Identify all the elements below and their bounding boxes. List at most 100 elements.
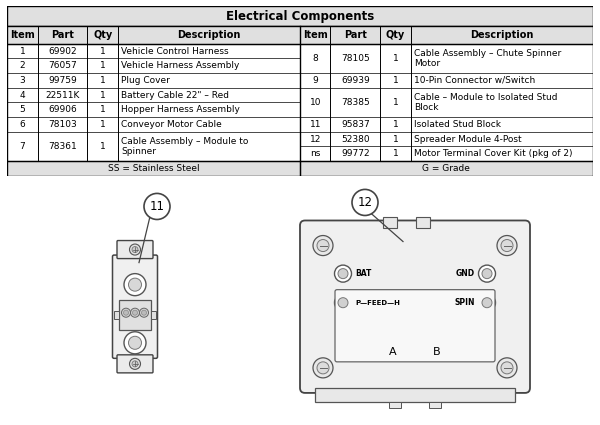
Circle shape bbox=[131, 308, 139, 317]
Text: Qty: Qty bbox=[386, 30, 405, 40]
Circle shape bbox=[352, 190, 378, 215]
Bar bbox=[429, 402, 441, 408]
Text: SPIN: SPIN bbox=[455, 298, 475, 307]
FancyBboxPatch shape bbox=[335, 290, 495, 362]
Bar bbox=[151, 311, 156, 319]
Circle shape bbox=[406, 298, 416, 308]
Circle shape bbox=[128, 336, 142, 349]
Text: Motor Terminal Cover Kit (pkg of 2): Motor Terminal Cover Kit (pkg of 2) bbox=[414, 149, 572, 158]
Text: 95837: 95837 bbox=[341, 120, 370, 129]
Text: Vehicle Control Harness: Vehicle Control Harness bbox=[121, 47, 229, 56]
Text: Spreader Module 4-Post: Spreader Module 4-Post bbox=[414, 135, 522, 144]
Text: Part: Part bbox=[51, 30, 74, 40]
Text: B: B bbox=[433, 347, 441, 357]
Text: 3: 3 bbox=[20, 76, 25, 85]
Text: 22511K: 22511K bbox=[46, 91, 80, 99]
Circle shape bbox=[479, 294, 496, 311]
Circle shape bbox=[317, 362, 329, 374]
Text: 10-Pin Connector w/Switch: 10-Pin Connector w/Switch bbox=[414, 76, 535, 85]
Text: BAT: BAT bbox=[355, 269, 371, 278]
Circle shape bbox=[482, 269, 492, 279]
Text: Hopper Harness Assembly: Hopper Harness Assembly bbox=[121, 105, 240, 114]
Text: 1: 1 bbox=[100, 105, 106, 114]
Text: 1: 1 bbox=[100, 47, 106, 56]
Text: Conveyor Motor Cable: Conveyor Motor Cable bbox=[121, 120, 222, 129]
Circle shape bbox=[338, 269, 348, 279]
Circle shape bbox=[130, 244, 140, 255]
Text: 99759: 99759 bbox=[48, 76, 77, 85]
Circle shape bbox=[479, 265, 496, 282]
Text: 99772: 99772 bbox=[341, 149, 370, 158]
FancyBboxPatch shape bbox=[300, 221, 530, 393]
FancyBboxPatch shape bbox=[117, 241, 153, 258]
Text: 1: 1 bbox=[392, 120, 398, 129]
Text: P—FEED—H: P—FEED—H bbox=[355, 300, 400, 306]
Circle shape bbox=[497, 358, 517, 378]
Text: A: A bbox=[389, 347, 397, 357]
Text: 1: 1 bbox=[20, 47, 25, 56]
Text: Vehicle Harness Assembly: Vehicle Harness Assembly bbox=[121, 61, 240, 70]
Circle shape bbox=[317, 240, 329, 252]
Circle shape bbox=[338, 298, 348, 308]
Circle shape bbox=[132, 361, 138, 367]
Text: Cable Assembly – Module to
Spinner: Cable Assembly – Module to Spinner bbox=[121, 137, 249, 156]
Text: 11: 11 bbox=[310, 120, 321, 129]
Circle shape bbox=[124, 274, 146, 296]
Bar bbox=[7, 26, 593, 44]
Text: GND: GND bbox=[456, 269, 475, 278]
FancyBboxPatch shape bbox=[113, 255, 157, 358]
Circle shape bbox=[313, 235, 333, 255]
FancyBboxPatch shape bbox=[117, 355, 153, 373]
Circle shape bbox=[133, 310, 137, 315]
Bar bbox=[389, 402, 401, 408]
Text: 78105: 78105 bbox=[341, 54, 370, 63]
Text: 7: 7 bbox=[20, 142, 25, 151]
FancyBboxPatch shape bbox=[315, 388, 515, 402]
Circle shape bbox=[124, 332, 146, 354]
Circle shape bbox=[144, 193, 170, 219]
Text: 1: 1 bbox=[100, 76, 106, 85]
Circle shape bbox=[130, 358, 140, 369]
Text: Cable Assembly – Chute Spinner
Motor: Cable Assembly – Chute Spinner Motor bbox=[414, 49, 562, 68]
Text: 12: 12 bbox=[310, 135, 321, 144]
Text: 1: 1 bbox=[100, 120, 106, 129]
Text: ns: ns bbox=[310, 149, 320, 158]
Text: Plug Cover: Plug Cover bbox=[121, 76, 170, 85]
Circle shape bbox=[335, 294, 352, 311]
Text: 69939: 69939 bbox=[341, 76, 370, 85]
Text: G = Grade: G = Grade bbox=[422, 164, 470, 173]
Circle shape bbox=[501, 362, 513, 374]
Text: 6: 6 bbox=[20, 120, 25, 129]
Circle shape bbox=[335, 265, 352, 282]
Text: 1: 1 bbox=[100, 91, 106, 99]
Text: 1: 1 bbox=[100, 142, 106, 151]
Bar bbox=[416, 218, 430, 227]
Text: 1: 1 bbox=[392, 135, 398, 144]
Text: SS = Stainless Steel: SS = Stainless Steel bbox=[108, 164, 199, 173]
Text: Item: Item bbox=[303, 30, 328, 40]
Text: 78103: 78103 bbox=[48, 120, 77, 129]
Bar bbox=[114, 311, 119, 319]
Text: 1: 1 bbox=[392, 76, 398, 85]
Bar bbox=[119, 300, 151, 330]
Text: 69906: 69906 bbox=[48, 105, 77, 114]
Text: 1: 1 bbox=[392, 54, 398, 63]
Bar bbox=[7, 161, 593, 176]
Circle shape bbox=[142, 310, 146, 315]
Bar bbox=[7, 6, 593, 26]
Circle shape bbox=[121, 308, 131, 317]
Circle shape bbox=[124, 310, 128, 315]
Text: 12: 12 bbox=[358, 196, 373, 209]
Circle shape bbox=[497, 235, 517, 255]
Text: 1: 1 bbox=[392, 149, 398, 158]
Text: Item: Item bbox=[10, 30, 35, 40]
Text: 78385: 78385 bbox=[341, 98, 370, 107]
Circle shape bbox=[501, 240, 513, 252]
Text: 1: 1 bbox=[392, 98, 398, 107]
Circle shape bbox=[128, 278, 142, 291]
Text: Description: Description bbox=[177, 30, 241, 40]
Text: Part: Part bbox=[344, 30, 367, 40]
Text: 9: 9 bbox=[313, 76, 318, 85]
Text: 11: 11 bbox=[149, 200, 164, 213]
Text: Description: Description bbox=[470, 30, 533, 40]
